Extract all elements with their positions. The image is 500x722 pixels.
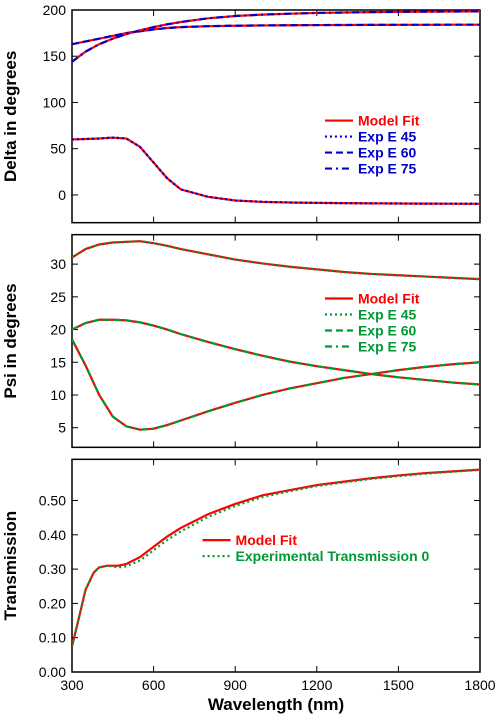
ytick-label: 200 — [43, 2, 67, 18]
ytick-label: 25 — [50, 289, 66, 305]
legend-label: Model Fit — [358, 113, 420, 129]
ytick-label: 30 — [50, 256, 66, 272]
ytick-label: 15 — [50, 354, 66, 370]
legend-label: Exp E 75 — [358, 161, 417, 177]
ytick-label: 100 — [43, 94, 67, 110]
series-psi-e60-fit — [72, 320, 480, 385]
series-delta-e75-exp — [72, 11, 480, 61]
legend-label: Experimental Transmission 0 — [236, 548, 430, 564]
ytick-label: 20 — [50, 322, 66, 338]
figure-container: Wavelength (nm) 0 50 100 150 200 Delta in degr… — [0, 0, 500, 722]
panel-frame-transmission — [72, 459, 480, 672]
ytick-label: 10 — [50, 387, 66, 403]
xtick-label: 300 — [60, 677, 84, 693]
series-group-delta — [72, 11, 480, 203]
ytick-label: 50 — [50, 141, 66, 157]
panel-frame-psi — [72, 235, 480, 448]
legend-label: Exp E 75 — [358, 338, 417, 354]
series-psi-e45-fit — [72, 241, 480, 279]
y-axis-label-psi: Psi in degrees — [1, 283, 20, 398]
ytick-label: 0.10 — [39, 630, 66, 646]
xtick-label: 1800 — [464, 677, 495, 693]
ytick-label: 0 — [58, 187, 66, 203]
ytick-label: 5 — [58, 420, 66, 436]
ytick-label: 0.30 — [39, 561, 66, 577]
series-psi-e45-exp — [72, 241, 480, 279]
series-delta-e75-fit — [72, 11, 480, 61]
y-axis-label-transmission: Transmission — [1, 511, 20, 621]
xtick-label: 1200 — [301, 677, 332, 693]
legend-label: Model Fit — [236, 532, 298, 548]
series-group-psi — [72, 241, 480, 429]
series-psi-e75-fit — [72, 339, 480, 429]
xtick-label: 900 — [224, 677, 248, 693]
figure-svg: Wavelength (nm) 0 50 100 150 200 Delta in degr… — [0, 0, 500, 722]
y-axis-label-delta: Delta in degrees — [1, 51, 20, 182]
series-psi-e75-exp — [72, 339, 480, 429]
series-delta-e45-fit — [72, 138, 480, 204]
legend-label: Exp E 45 — [358, 306, 417, 322]
series-delta-e60-exp — [72, 25, 480, 45]
series-psi-e60-exp — [72, 320, 480, 385]
ytick-label: 150 — [43, 48, 67, 64]
legend-label: Model Fit — [358, 290, 420, 306]
ytick-label: 0.40 — [39, 527, 66, 543]
legend-label: Exp E 60 — [358, 145, 417, 161]
ytick-label: 0.20 — [39, 595, 66, 611]
x-axis-label: Wavelength (nm) — [208, 695, 344, 714]
legend-label: Exp E 45 — [358, 129, 417, 145]
xtick-label: 1500 — [383, 677, 414, 693]
xtick-label: 600 — [142, 677, 166, 693]
ytick-label: 0.50 — [39, 492, 66, 508]
series-delta-e45-exp — [72, 138, 480, 204]
series-delta-e60-fit — [72, 25, 480, 45]
legend-label: Exp E 60 — [358, 322, 417, 338]
